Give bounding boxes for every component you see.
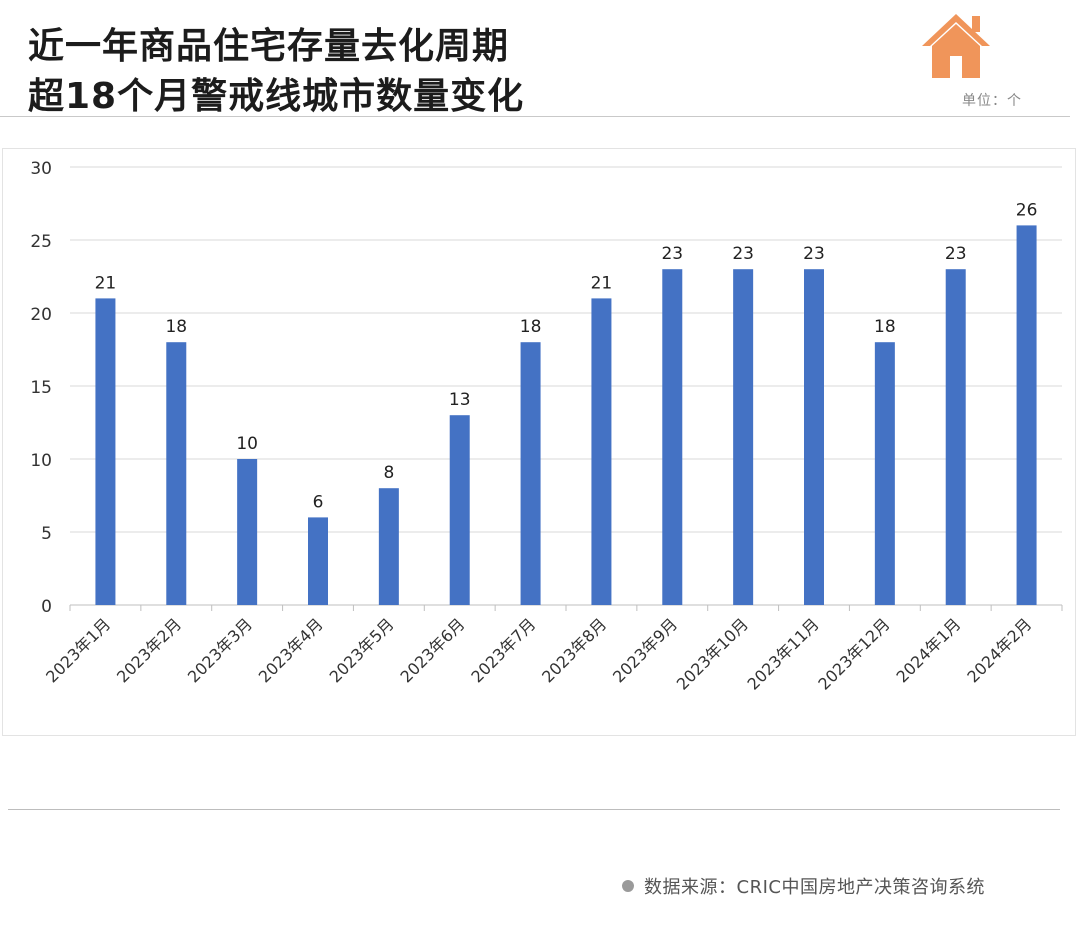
chart-title: 近一年商品住宅存量去化周期 超18个月警戒线城市数量变化 [28,22,888,122]
x-tick-label: 2023年1月 [42,614,114,686]
bar [378,488,399,605]
x-tick-label: 2023年9月 [609,614,681,686]
y-tick-label: 5 [41,524,52,544]
bar [520,342,541,605]
chart-frame [2,148,1076,736]
bar [308,517,328,605]
x-tick-label: 2023年3月 [184,614,256,686]
bar [449,415,470,605]
y-tick-label: 30 [30,159,52,179]
x-tick-label: 2023年2月 [113,614,185,686]
bar [804,269,824,605]
bar [662,269,683,605]
x-tick-label: 2023年5月 [326,614,398,686]
title-line-2: 超18个月警戒线城市数量变化 [28,76,525,117]
data-label: 18 [520,317,542,337]
bar [874,342,895,605]
x-tick-label: 2023年11月 [744,614,823,693]
bar [945,269,966,605]
bar [591,298,612,605]
y-tick-label: 10 [30,451,52,471]
y-tick-label: 15 [30,378,52,398]
bar [733,269,754,605]
bar-chart: 0 5 10 15 20 25 30 21 2023年1月 18 2023年2月 10 2023年3月 6… [30,159,1063,694]
data-label: 21 [591,273,613,293]
x-tick-label: 2023年8月 [538,614,610,686]
data-label: 6 [313,492,324,512]
data-label: 21 [95,273,117,293]
data-label: 23 [732,244,754,264]
header-divider [0,116,1070,117]
x-tick-label: 2023年12月 [814,614,893,693]
y-tick-label: 0 [41,597,52,617]
unit-label: 单位：个 [962,93,1022,109]
bar [166,342,187,605]
x-tick-label: 2023年4月 [255,614,327,686]
data-label: 23 [803,244,825,264]
title-line-1: 近一年商品住宅存量去化周期 [28,26,510,67]
y-tick-label: 25 [30,232,52,252]
data-label: 13 [449,390,471,410]
data-label: 23 [661,244,683,264]
x-tick-label: 2023年7月 [467,614,539,686]
x-tick-label: 2023年6月 [396,614,468,686]
data-label: 18 [874,317,896,337]
bar [1016,225,1037,605]
data-label: 8 [383,463,394,483]
x-tick-label: 2024年1月 [892,614,964,686]
footer-divider [8,809,1060,810]
data-label: 23 [945,244,967,264]
y-tick-label: 20 [30,305,52,325]
data-label: 26 [1016,200,1038,220]
house-icon [922,14,990,78]
x-tick-label: 2023年10月 [673,614,752,693]
bar [95,298,116,605]
source-text: 数据来源：CRIC中国房地产决策咨询系统 [644,877,985,898]
bullet-dot [622,880,634,892]
x-tick-label: 2024年2月 [963,614,1035,686]
data-label: 10 [236,434,258,454]
source-note: 数据来源：CRIC中国房地产决策咨询系统 [622,873,985,899]
bar [237,459,258,605]
data-label: 18 [165,317,187,337]
